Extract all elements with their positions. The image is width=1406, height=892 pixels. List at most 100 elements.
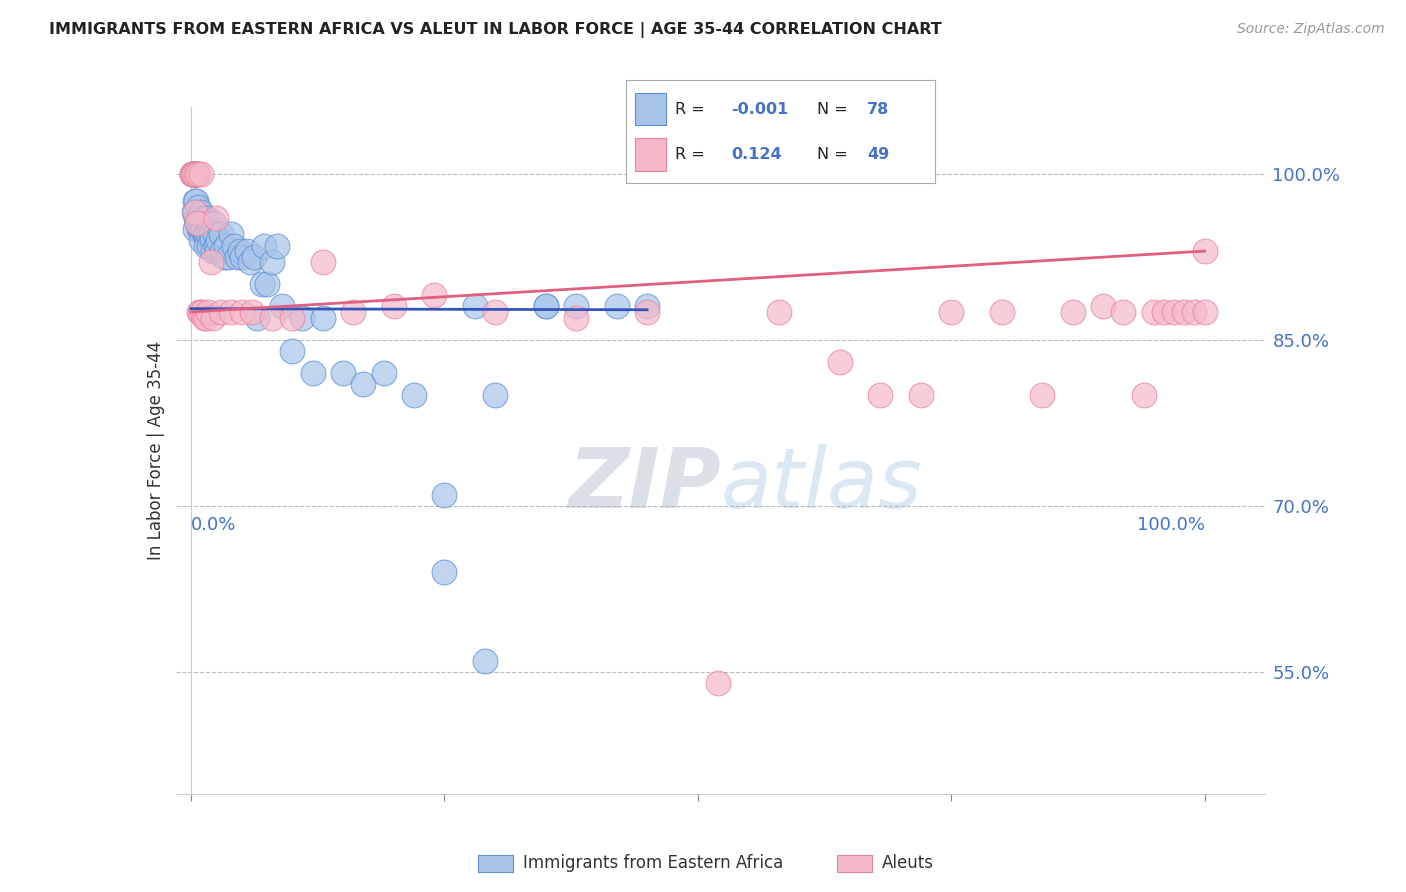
Text: -0.001: -0.001: [731, 102, 789, 117]
Point: [184, 194, 207, 209]
Point: [207, 244, 229, 258]
Point: [281, 310, 304, 325]
Point: [222, 238, 245, 252]
Point: [194, 227, 217, 242]
Point: [190, 233, 212, 247]
Point: [181, 167, 204, 181]
Point: [707, 676, 730, 690]
Text: IMMIGRANTS FROM EASTERN AFRICA VS ALEUT IN LABOR FORCE | AGE 35-44 CORRELATION C: IMMIGRANTS FROM EASTERN AFRICA VS ALEUT …: [49, 22, 942, 38]
Point: [246, 310, 269, 325]
Point: [253, 238, 276, 252]
Text: Immigrants from Eastern Africa: Immigrants from Eastern Africa: [523, 855, 783, 872]
Point: [869, 388, 891, 402]
Point: [312, 310, 335, 325]
Point: [197, 227, 219, 242]
Point: [301, 366, 323, 380]
Point: [187, 211, 209, 225]
Point: [200, 255, 222, 269]
Point: [235, 244, 257, 258]
Point: [266, 238, 288, 252]
Point: [190, 222, 212, 236]
Point: [474, 654, 496, 668]
Point: [239, 255, 262, 269]
Point: [195, 238, 218, 252]
Point: [186, 216, 208, 230]
Point: [1112, 305, 1135, 319]
Point: [193, 211, 215, 225]
Point: [1153, 305, 1175, 319]
Point: [1173, 305, 1195, 319]
Point: [271, 300, 294, 314]
Point: [382, 300, 405, 314]
Point: [195, 211, 218, 225]
Text: 100.0%: 100.0%: [1136, 516, 1205, 533]
FancyBboxPatch shape: [636, 137, 666, 170]
Point: [991, 305, 1014, 319]
Point: [183, 167, 205, 181]
Point: [1143, 305, 1166, 319]
Point: [565, 300, 588, 314]
Point: [231, 305, 253, 319]
Point: [190, 167, 212, 181]
Point: [534, 300, 557, 314]
Point: [207, 233, 229, 247]
Point: [464, 300, 486, 314]
Point: [184, 222, 207, 236]
Text: 49: 49: [868, 146, 889, 161]
Point: [342, 305, 364, 319]
Point: [484, 388, 506, 402]
Point: [606, 300, 628, 314]
Point: [184, 194, 207, 209]
Point: [187, 167, 209, 181]
Point: [565, 310, 588, 325]
Point: [183, 205, 205, 219]
Point: [183, 167, 205, 181]
Point: [181, 167, 204, 181]
Point: [484, 305, 506, 319]
Y-axis label: In Labor Force | Age 35-44: In Labor Force | Age 35-44: [146, 341, 165, 560]
Text: 0.0%: 0.0%: [191, 516, 236, 533]
Point: [1184, 305, 1206, 319]
Point: [204, 227, 226, 242]
Point: [1031, 388, 1053, 402]
Text: 78: 78: [868, 102, 889, 117]
Point: [186, 167, 208, 181]
Point: [197, 305, 219, 319]
Point: [312, 255, 335, 269]
Point: [184, 167, 207, 181]
Point: [188, 211, 211, 225]
Point: [209, 227, 232, 242]
Point: [202, 216, 225, 230]
Text: 0.124: 0.124: [731, 146, 782, 161]
Point: [202, 244, 225, 258]
Point: [373, 366, 395, 380]
Point: [188, 211, 211, 225]
Point: [188, 305, 211, 319]
Point: [291, 310, 314, 325]
Point: [243, 250, 266, 264]
Point: [200, 227, 222, 242]
Point: [423, 288, 446, 302]
Point: [768, 305, 790, 319]
Point: [228, 244, 250, 258]
Point: [1163, 305, 1185, 319]
Point: [191, 222, 214, 236]
Point: [181, 167, 204, 181]
Text: N =: N =: [817, 102, 853, 117]
Point: [225, 250, 247, 264]
Point: [190, 205, 212, 219]
Point: [211, 244, 233, 258]
Point: [214, 250, 236, 264]
Text: R =: R =: [675, 102, 710, 117]
Point: [186, 216, 208, 230]
Text: Aleuts: Aleuts: [882, 855, 934, 872]
Point: [188, 222, 211, 236]
Point: [250, 277, 273, 292]
Point: [209, 305, 232, 319]
Point: [181, 167, 204, 181]
Point: [195, 227, 218, 242]
Point: [402, 388, 425, 402]
Point: [201, 233, 224, 247]
Point: [195, 310, 218, 325]
Point: [217, 250, 239, 264]
